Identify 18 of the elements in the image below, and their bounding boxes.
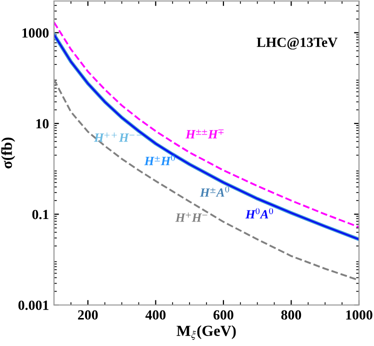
- annotation: LHC@13TeV: [256, 38, 338, 50]
- series-label: H$^{±±}$H$^{∓}$: [186, 130, 224, 138]
- series-label: H$^{±}$H$^{0}$: [144, 154, 175, 166]
- series-label: H$^{0}$A$^{0}$: [245, 208, 274, 218]
- y-tick-label: 10: [36, 119, 49, 128]
- y-tick-label: 1000: [22, 28, 49, 38]
- series-label: H$^{+}$H$^{−}$: [175, 212, 208, 222]
- x-tick-label: 600: [214, 310, 234, 320]
- series-label: H$^{±}$A$^{0}$: [200, 186, 230, 197]
- y-tick-label: 0.1: [32, 210, 48, 220]
- x-tick-label: 1000: [346, 310, 372, 320]
- x-axis-title: M$_{ξ}$(GeV): [176, 325, 236, 340]
- x-tick-label: 400: [145, 310, 166, 320]
- y-tick-label: 0.001: [18, 300, 48, 310]
- y-axis-title: σ(fb): [1, 138, 16, 168]
- series-label: H$^{++}$H$^{−−}$: [94, 132, 142, 142]
- x-tick-label: 800: [281, 310, 302, 320]
- x-tick-label: 200: [78, 310, 98, 320]
